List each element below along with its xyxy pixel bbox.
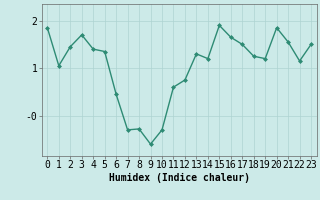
X-axis label: Humidex (Indice chaleur): Humidex (Indice chaleur) bbox=[109, 173, 250, 183]
